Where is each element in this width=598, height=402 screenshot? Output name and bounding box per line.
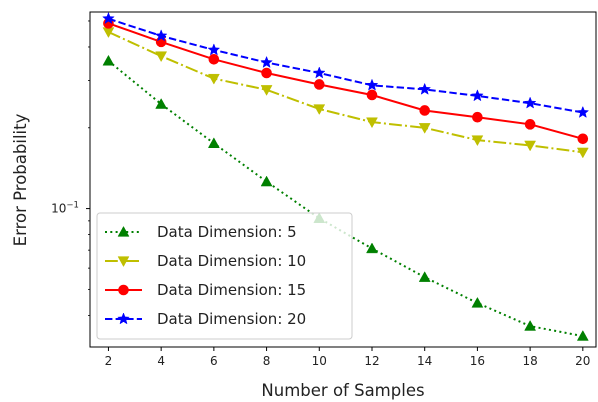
- legend-marker-1: [117, 225, 130, 237]
- series-2-point: [471, 135, 484, 147]
- legend-label-1: Data Dimension: 5: [157, 223, 297, 241]
- series-3-point: [261, 67, 272, 79]
- series-4-point: [102, 11, 115, 25]
- series-4-point: [418, 82, 432, 95]
- x-tick-label: 16: [470, 354, 485, 368]
- series-3-line: [108, 22, 584, 140]
- series-2-point: [155, 51, 168, 63]
- legend: Data Dimension: 5 Data Dimension: 10 Data …: [96, 212, 353, 340]
- series-1-point: [260, 175, 273, 187]
- x-axis-label: Number of Samples: [261, 381, 424, 400]
- series-3-point: [472, 111, 483, 123]
- series-3-point: [524, 119, 536, 130]
- x-tick-label: 8: [263, 354, 271, 368]
- x-tick-label: 10: [312, 354, 327, 368]
- legend-label-2: Data Dimension: 10: [157, 252, 306, 270]
- series-1-point: [366, 242, 378, 254]
- legend-box: [96, 212, 353, 340]
- series-3-point: [208, 53, 220, 65]
- x-tick-label: 6: [210, 354, 218, 368]
- series-2-point: [207, 73, 220, 85]
- x-tick-label: 18: [522, 354, 537, 368]
- x-tick-label: 4: [157, 354, 165, 368]
- y-axis-label: Error Probability: [11, 113, 30, 246]
- x-tick-label: 12: [364, 354, 379, 368]
- series-2-point: [576, 147, 589, 159]
- series-4-point: [312, 66, 326, 79]
- series-1: [102, 54, 589, 341]
- series-2-point: [260, 85, 273, 96]
- x-tick-label: 2: [105, 354, 113, 368]
- series-2-point: [418, 123, 431, 134]
- series-2-line: [107, 31, 583, 154]
- series-4-point: [154, 29, 168, 42]
- plot-marks: [102, 11, 590, 341]
- series-1-point: [102, 54, 115, 66]
- series-2-point: [102, 27, 115, 38]
- series-1-point: [207, 137, 220, 148]
- x-tick-label: 14: [417, 354, 432, 368]
- series-4-line: [108, 17, 583, 114]
- series-1-point: [418, 271, 431, 282]
- series-3-point: [313, 79, 325, 90]
- x-tick-label: 20: [575, 354, 590, 368]
- series-4-point: [365, 78, 379, 91]
- series-2-point: [313, 104, 326, 115]
- legend-label-3: Data Dimension: 15: [157, 281, 306, 299]
- series-1-point: [576, 330, 589, 341]
- series-4-point: [207, 43, 221, 56]
- series-1-point: [471, 296, 484, 308]
- series-2: [102, 27, 589, 159]
- series-2-point: [524, 140, 537, 152]
- series-4: [102, 11, 590, 118]
- series-1-point: [524, 320, 537, 331]
- series-2-point: [366, 117, 378, 129]
- series-4-point: [576, 105, 590, 118]
- y-tick-label: 10−1: [51, 201, 79, 216]
- legend-marker-3: [118, 284, 129, 296]
- series-3: [103, 18, 589, 145]
- legend-label-4: Data Dimension: 20: [157, 310, 306, 328]
- series-1-point: [155, 98, 168, 109]
- series-3-point: [419, 105, 430, 116]
- series-4-point: [471, 89, 484, 102]
- legend-marker-4: [117, 312, 130, 325]
- series-4-point: [523, 96, 537, 109]
- series-3-point: [366, 89, 378, 101]
- legend-marker-2: [117, 256, 130, 268]
- series-4-point: [260, 55, 273, 68]
- series-3-point: [577, 133, 589, 145]
- plot-area-frame: [89, 11, 597, 348]
- series-1-line: [107, 60, 583, 338]
